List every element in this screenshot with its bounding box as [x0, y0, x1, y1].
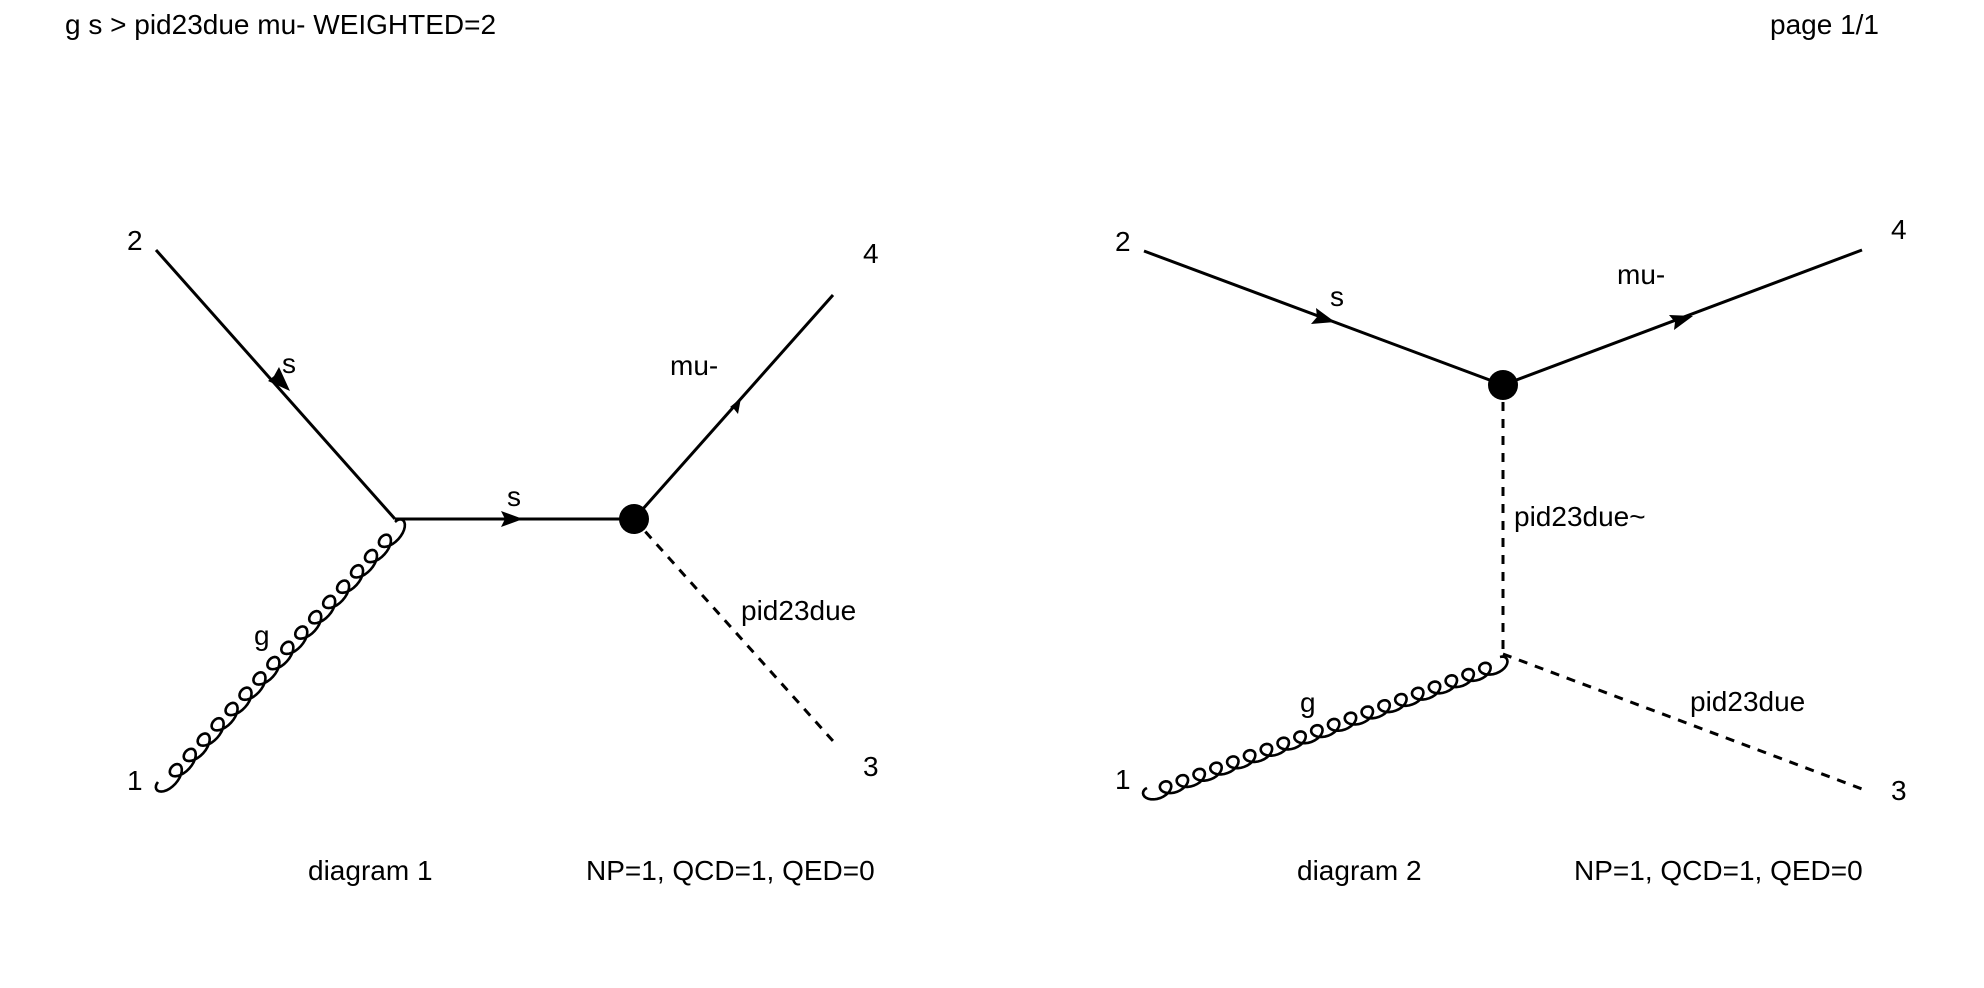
d1-incoming-quark-line [154, 249, 397, 520]
d2-label-outgoing-scalar: pid23due [1690, 686, 1805, 717]
d2-external-label-2: 2 [1115, 226, 1131, 257]
feynman-diagram-2: 1 2 3 4 s g pid23due~ mu- pid23due diagr… [1115, 214, 1907, 886]
page-indicator: page 1/1 [1770, 9, 1879, 40]
d2-label-outgoing-lepton: mu- [1617, 259, 1665, 290]
d1-label-outgoing-lepton: mu- [670, 350, 718, 381]
d1-label-internal-propagator: s [507, 481, 521, 512]
d1-external-label-4: 4 [863, 238, 879, 269]
feynman-diagram-1: 1 2 3 4 s g s mu- pid23due diagram 1 NP=… [127, 225, 879, 886]
d1-caption: diagram 1 [308, 855, 433, 886]
d2-vertex-blob [1488, 370, 1518, 400]
d2-label-gluon: g [1300, 687, 1316, 718]
d2-caption: diagram 2 [1297, 855, 1422, 886]
d2-external-label-3: 3 [1891, 775, 1907, 806]
d2-incoming-quark-arrow [1311, 308, 1335, 324]
d1-gluon-line [154, 518, 407, 793]
d1-external-label-1: 1 [127, 765, 143, 796]
d1-couplings: NP=1, QCD=1, QED=0 [586, 855, 875, 886]
d2-outgoing-scalar-line [1502, 652, 1863, 791]
d1-label-outgoing-scalar: pid23due [741, 595, 856, 626]
d1-outgoing-scalar-line [632, 517, 835, 743]
d1-incoming-quark-arrow [268, 367, 290, 391]
process-title: g s > pid23due mu- WEIGHTED=2 [65, 9, 497, 40]
d1-label-incoming-quark: s [282, 348, 296, 379]
page-header: g s > pid23due mu- WEIGHTED=2 page 1/1 [0, 0, 1984, 60]
d1-outgoing-lepton-arrow [730, 398, 741, 414]
d2-gluon-line [1141, 655, 1509, 801]
d1-internal-quark-arrow [501, 511, 523, 527]
d2-couplings: NP=1, QCD=1, QED=0 [1574, 855, 1863, 886]
d1-external-label-2: 2 [127, 225, 143, 256]
d2-external-label-1: 1 [1115, 764, 1131, 795]
d2-outgoing-lepton-arrow [1669, 315, 1693, 330]
d2-external-label-4: 4 [1891, 214, 1907, 245]
d2-label-incoming-quark: s [1330, 281, 1344, 312]
d1-label-gluon: g [254, 620, 270, 651]
d2-label-internal-propagator: pid23due~ [1514, 501, 1646, 532]
d1-vertex-blob [619, 504, 649, 534]
d1-external-label-3: 3 [863, 751, 879, 782]
